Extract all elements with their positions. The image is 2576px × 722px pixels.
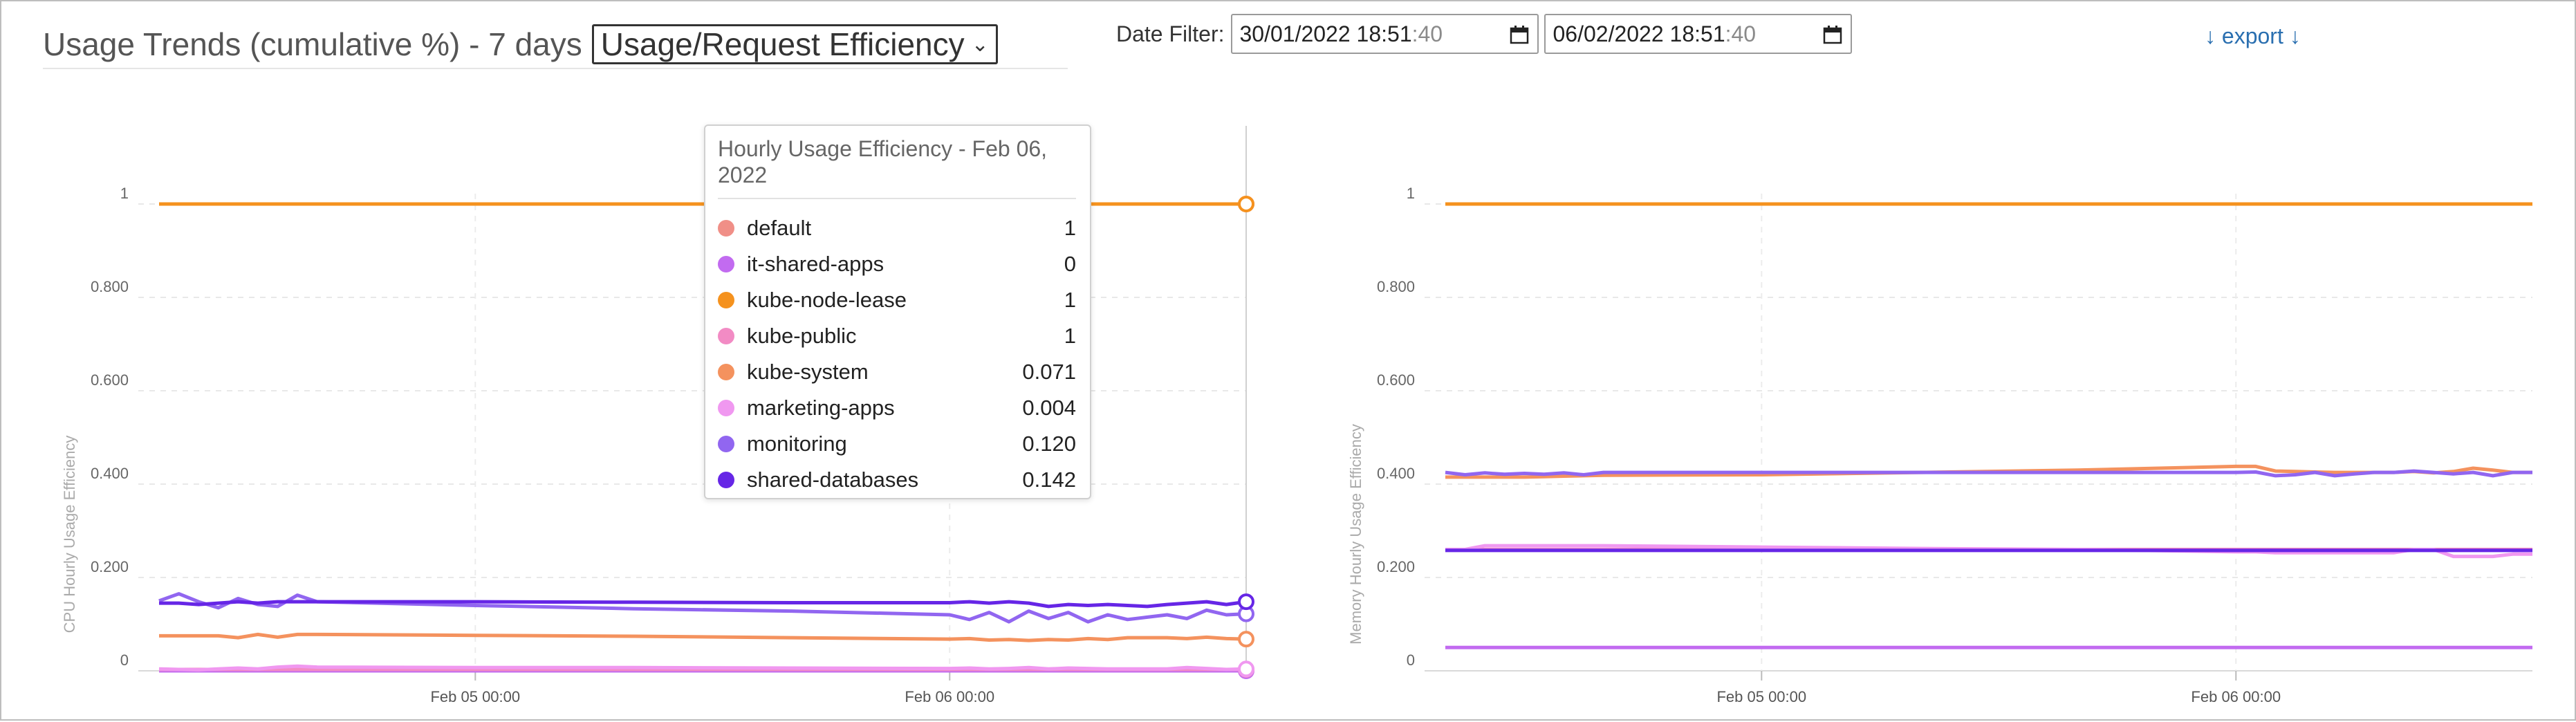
end-date-value: 06/02/2022 — [1553, 21, 1664, 46]
tooltip-row: marketing-apps 0.004 — [718, 390, 1076, 426]
y-tick-label: 0.400 — [1377, 465, 1415, 482]
x-tick-label: Feb 06 00:00 — [905, 688, 994, 705]
series-line-marketing-apps — [1445, 544, 2532, 559]
calendar-icon[interactable] — [1510, 25, 1529, 44]
y-tick-label: 1 — [1407, 185, 1415, 202]
end-time-value: 18:51 — [1669, 21, 1725, 46]
y-tick-label: 0 — [1407, 651, 1415, 669]
legend-dot-icon — [718, 220, 734, 237]
hover-point-marketing-apps — [1238, 660, 1254, 678]
hover-point-kube-system — [1238, 631, 1254, 648]
y-tick-label: 0.200 — [91, 558, 129, 575]
tooltip-row: shared-databases 0.142 — [718, 462, 1076, 498]
tooltip-series-name: kube-public — [747, 324, 857, 348]
legend-dot-icon — [718, 436, 734, 452]
legend-dot-icon — [718, 292, 734, 308]
tooltip-series-name: kube-node-lease — [747, 288, 907, 312]
hover-tooltip: Hourly Usage Efficiency - Feb 06, 2022 d… — [704, 124, 1091, 499]
x-tick-label: Feb 05 00:00 — [430, 688, 520, 705]
tooltip-series-value: 1 — [1064, 324, 1076, 348]
tooltip-series-value: 0.004 — [1022, 396, 1076, 420]
end-seconds-value: :40 — [1725, 21, 1757, 46]
chevron-down-icon: ⌄ — [971, 33, 989, 56]
legend-dot-icon — [718, 256, 734, 272]
hover-point-kube-node-lease — [1238, 196, 1254, 212]
hover-point-shared-databases — [1238, 593, 1254, 611]
y-tick-label: 0.600 — [91, 371, 129, 389]
tooltip-series-value: 1 — [1064, 216, 1076, 240]
title-row: Usage Trends (cumulative %) - 7 days Usa… — [43, 21, 1068, 69]
end-date-input[interactable]: 06/02/2022 18:51:40 — [1544, 14, 1853, 54]
tooltip-series-value: 0 — [1064, 252, 1076, 276]
tooltip-series-name: monitoring — [747, 432, 847, 456]
tooltip-series-name: marketing-apps — [747, 396, 895, 420]
tooltip-series-value: 0.142 — [1022, 468, 1076, 492]
legend-dot-icon — [718, 400, 734, 416]
series-line-monitoring — [1445, 469, 2532, 478]
mode-select[interactable]: Usage/Request Efficiency ⌄ — [591, 24, 998, 64]
y-tick-label: 1 — [120, 185, 129, 202]
tooltip-series-name: shared-databases — [747, 468, 919, 492]
x-tick-label: Feb 06 00:00 — [2191, 688, 2281, 705]
y-tick-label: 0 — [120, 651, 129, 669]
legend-dot-icon — [718, 328, 734, 344]
tooltip-row: it-shared-apps 0 — [718, 246, 1076, 282]
tooltip-series-value: 0.120 — [1022, 432, 1076, 456]
tooltip-row: default 1 — [718, 210, 1076, 246]
tooltip-series-value: 0.071 — [1022, 360, 1076, 384]
tooltip-row: kube-system 0.071 — [718, 354, 1076, 390]
start-date-input[interactable]: 30/01/2022 18:51:40 — [1231, 14, 1539, 54]
series-line-shared-databases — [159, 600, 1247, 609]
tooltip-row: kube-node-lease 1 — [718, 282, 1076, 318]
y-tick-label: 0.200 — [1377, 558, 1415, 575]
tooltip-series-name: it-shared-apps — [747, 252, 884, 276]
series-line-marketing-apps — [158, 664, 1247, 672]
tooltip-series-name: kube-system — [747, 360, 869, 384]
start-time-value: 18:51 — [1356, 21, 1412, 46]
tooltip-row: kube-public 1 — [718, 318, 1076, 354]
legend-dot-icon — [718, 472, 734, 488]
date-filter: Date Filter: 30/01/2022 18:51:40 06/02/2… — [1116, 14, 1857, 54]
legend-dot-icon — [718, 364, 734, 380]
y-tick-label: 0.600 — [1377, 371, 1415, 389]
export-link[interactable]: ↓ export ↓ — [2205, 24, 2301, 48]
page-title: Usage Trends (cumulative %) - 7 days — [43, 26, 582, 62]
y-tick-label: 0.800 — [1377, 278, 1415, 295]
tooltip-row: monitoring 0.120 — [718, 426, 1076, 462]
y-axis-label: Memory Hourly Usage Efficiency — [1347, 424, 1364, 645]
y-tick-label: 0.800 — [91, 278, 129, 295]
x-tick-label: Feb 05 00:00 — [1716, 688, 1806, 705]
mode-select-value: Usage/Request Efficiency — [600, 26, 965, 62]
y-tick-label: 0.400 — [91, 465, 129, 482]
y-axis-label: CPU Hourly Usage Efficiency — [61, 436, 78, 633]
tooltip-series-name: default — [747, 216, 812, 240]
series-line-kube-system — [159, 632, 1247, 642]
start-seconds-value: :40 — [1411, 21, 1443, 46]
tooltip-series-value: 1 — [1064, 288, 1076, 312]
calendar-icon[interactable] — [1823, 25, 1842, 44]
tooltip-title: Hourly Usage Efficiency - Feb 06, 2022 — [718, 136, 1076, 199]
date-filter-label: Date Filter: — [1116, 21, 1225, 46]
start-date-value: 30/01/2022 — [1239, 21, 1351, 46]
